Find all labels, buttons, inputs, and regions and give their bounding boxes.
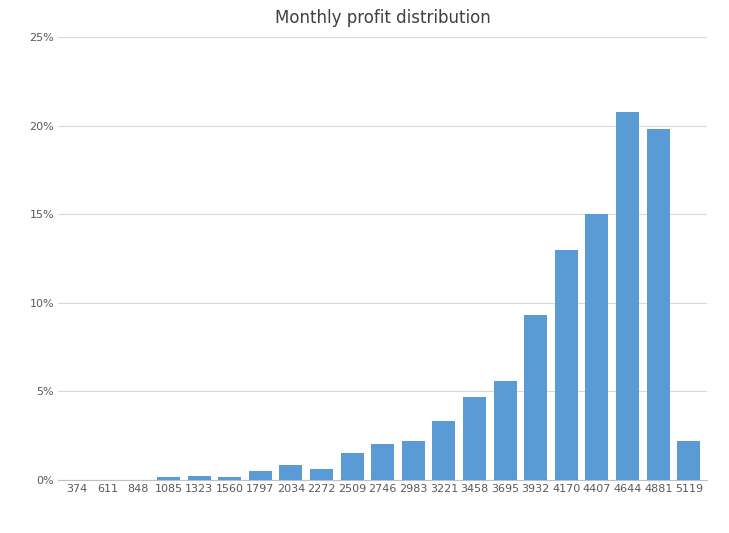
Bar — [249, 471, 272, 480]
Bar — [279, 465, 303, 480]
Bar — [432, 421, 456, 480]
Bar — [463, 397, 486, 480]
Bar — [647, 130, 670, 480]
Bar — [157, 477, 180, 480]
Bar — [310, 469, 333, 480]
Bar — [402, 441, 425, 480]
Bar — [616, 111, 639, 480]
Bar — [555, 249, 578, 480]
Bar — [677, 441, 701, 480]
Bar — [524, 315, 547, 480]
Bar — [371, 445, 394, 480]
Title: Monthly profit distribution: Monthly profit distribution — [275, 10, 491, 27]
Bar — [187, 476, 211, 480]
Bar — [585, 214, 609, 480]
Bar — [218, 477, 241, 480]
Bar — [494, 381, 517, 480]
Bar — [340, 453, 364, 480]
